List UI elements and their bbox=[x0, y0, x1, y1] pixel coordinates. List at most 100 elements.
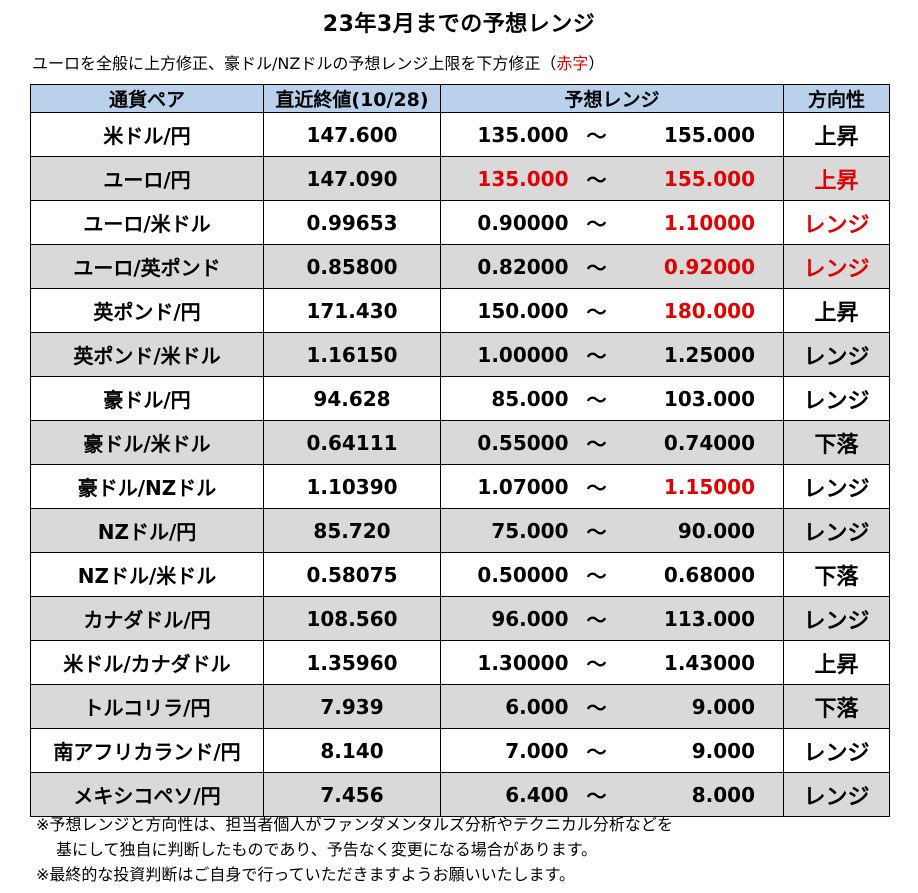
pair-cell: 英ポンド/米ドル bbox=[30, 332, 264, 377]
table-row: 南アフリカランド/円 8.140 7.000 ～ 9.000 レンジ bbox=[30, 728, 891, 773]
range-separator: ～ bbox=[576, 552, 617, 597]
range-separator: ～ bbox=[576, 640, 617, 685]
close-cell: 1.16150 bbox=[263, 332, 441, 377]
header-pair: 通貨ペア bbox=[30, 84, 264, 113]
pair-cell: メキシコペソ/円 bbox=[30, 772, 264, 817]
range-low-cell: 0.55000 bbox=[440, 420, 577, 465]
range-high-cell: 8.000 bbox=[616, 772, 785, 817]
range-low-cell: 1.30000 bbox=[440, 640, 577, 685]
range-separator: ～ bbox=[576, 376, 617, 421]
range-low-cell: 85.000 bbox=[440, 376, 577, 421]
footnotes: ※予想レンジと方向性は、担当者個人がファンダメンタルズ分析やテクニカル分析などを… bbox=[36, 812, 673, 887]
footnote-line: ※最終的な投資判断はご自身で行っていただきますようお願いいたします。 bbox=[36, 865, 576, 884]
close-cell: 85.720 bbox=[263, 508, 441, 553]
range-high-cell: 90.000 bbox=[616, 508, 785, 553]
forecast-table: 通貨ペア 直近終値(10/28) 予想レンジ 方向性 米ドル/円 147.600 1… bbox=[30, 84, 891, 817]
range-high-cell: 1.25000 bbox=[616, 332, 785, 377]
close-cell: 108.560 bbox=[263, 596, 441, 641]
range-separator: ～ bbox=[576, 728, 617, 773]
range-high-cell: 180.000 bbox=[616, 288, 785, 333]
table-row: 英ポンド/米ドル 1.16150 1.00000 ～ 1.25000 レンジ bbox=[30, 332, 891, 377]
range-separator: ～ bbox=[576, 420, 617, 465]
range-high-cell: 113.000 bbox=[616, 596, 785, 641]
subtitle: ユーロを全般に上方修正、豪ドル/NZドルの予想レンジ上限を下方修正（赤字） bbox=[32, 50, 604, 74]
range-low-cell: 75.000 bbox=[440, 508, 577, 553]
page-title: 23年3月までの予想レンジ bbox=[322, 12, 596, 37]
direction-cell: レンジ bbox=[783, 200, 891, 245]
range-separator: ～ bbox=[576, 288, 617, 333]
direction-cell: 上昇 bbox=[783, 112, 891, 157]
pair-cell: 豪ドル/NZドル bbox=[30, 464, 264, 509]
range-high-cell: 9.000 bbox=[616, 684, 785, 729]
range-high-cell: 155.000 bbox=[616, 112, 785, 157]
subtitle-text: ユーロを全般に上方修正、豪ドル/NZドルの予想レンジ上限を下方修正（ bbox=[32, 54, 557, 73]
close-cell: 0.99653 bbox=[263, 200, 441, 245]
pair-cell: 米ドル/カナダドル bbox=[30, 640, 264, 685]
table-row: ユーロ/英ポンド 0.85800 0.82000 ～ 0.92000 レンジ bbox=[30, 244, 891, 289]
range-low-cell: 0.50000 bbox=[440, 552, 577, 597]
header-range: 予想レンジ bbox=[439, 84, 785, 113]
table-row: 豪ドル/NZドル 1.10390 1.07000 ～ 1.15000 レンジ bbox=[30, 464, 891, 509]
range-low-cell: 7.000 bbox=[440, 728, 577, 773]
range-separator: ～ bbox=[576, 464, 617, 509]
direction-cell: レンジ bbox=[783, 596, 891, 641]
header-direction: 方向性 bbox=[783, 84, 891, 113]
table-row: 豪ドル/円 94.628 85.000 ～ 103.000 レンジ bbox=[30, 376, 891, 421]
table-row: 豪ドル/米ドル 0.64111 0.55000 ～ 0.74000 下落 bbox=[30, 420, 891, 465]
close-cell: 8.140 bbox=[263, 728, 441, 773]
pair-cell: 豪ドル/円 bbox=[30, 376, 264, 421]
range-separator: ～ bbox=[576, 508, 617, 553]
pair-cell: 南アフリカランド/円 bbox=[30, 728, 264, 773]
table-row: ユーロ/円 147.090 135.000 ～ 155.000 上昇 bbox=[30, 156, 891, 201]
close-cell: 94.628 bbox=[263, 376, 441, 421]
direction-cell: レンジ bbox=[783, 508, 891, 553]
pair-cell: 豪ドル/米ドル bbox=[30, 420, 264, 465]
range-separator: ～ bbox=[576, 200, 617, 245]
close-cell: 147.600 bbox=[263, 112, 441, 157]
table-row: カナダドル/円 108.560 96.000 ～ 113.000 レンジ bbox=[30, 596, 891, 641]
pair-cell: トルコリラ/円 bbox=[30, 684, 264, 729]
range-high-cell: 0.68000 bbox=[616, 552, 785, 597]
subtitle-close: ） bbox=[588, 54, 605, 73]
table-row: 英ポンド/円 171.430 150.000 ～ 180.000 上昇 bbox=[30, 288, 891, 333]
range-high-cell: 0.74000 bbox=[616, 420, 785, 465]
range-separator: ～ bbox=[576, 332, 617, 377]
close-cell: 7.939 bbox=[263, 684, 441, 729]
direction-cell: レンジ bbox=[783, 376, 891, 421]
direction-cell: 上昇 bbox=[783, 288, 891, 333]
table-row: NZドル/円 85.720 75.000 ～ 90.000 レンジ bbox=[30, 508, 891, 553]
close-cell: 1.35960 bbox=[263, 640, 441, 685]
direction-cell: 下落 bbox=[783, 420, 891, 465]
pair-cell: 英ポンド/円 bbox=[30, 288, 264, 333]
range-high-cell: 1.10000 bbox=[616, 200, 785, 245]
range-low-cell: 135.000 bbox=[440, 156, 577, 201]
range-low-cell: 0.82000 bbox=[440, 244, 577, 289]
direction-cell: 上昇 bbox=[783, 156, 891, 201]
close-cell: 1.10390 bbox=[263, 464, 441, 509]
range-high-cell: 0.92000 bbox=[616, 244, 785, 289]
pair-cell: NZドル/円 bbox=[30, 508, 264, 553]
close-cell: 0.58075 bbox=[263, 552, 441, 597]
range-low-cell: 6.400 bbox=[440, 772, 577, 817]
range-low-cell: 1.00000 bbox=[440, 332, 577, 377]
direction-cell: レンジ bbox=[783, 772, 891, 817]
table-row: メキシコペソ/円 7.456 6.400 ～ 8.000 レンジ bbox=[30, 772, 891, 817]
pair-cell: ユーロ/米ドル bbox=[30, 200, 264, 245]
pair-cell: ユーロ/円 bbox=[30, 156, 264, 201]
range-low-cell: 96.000 bbox=[440, 596, 577, 641]
close-cell: 0.85800 bbox=[263, 244, 441, 289]
range-high-cell: 1.15000 bbox=[616, 464, 785, 509]
direction-cell: レンジ bbox=[783, 244, 891, 289]
range-low-cell: 6.000 bbox=[440, 684, 577, 729]
close-cell: 171.430 bbox=[263, 288, 441, 333]
direction-cell: レンジ bbox=[783, 728, 891, 773]
pair-cell: NZドル/米ドル bbox=[30, 552, 264, 597]
footnote-line: 基にして独自に判断したものであり、予告なく変更になる場合があります。 bbox=[56, 840, 598, 859]
pair-cell: ユーロ/英ポンド bbox=[30, 244, 264, 289]
table-header-row: 通貨ペア 直近終値(10/28) 予想レンジ 方向性 bbox=[30, 84, 891, 113]
range-low-cell: 135.000 bbox=[440, 112, 577, 157]
pair-cell: 米ドル/円 bbox=[30, 112, 264, 157]
table-row: 米ドル/カナダドル 1.35960 1.30000 ～ 1.43000 上昇 bbox=[30, 640, 891, 685]
range-separator: ～ bbox=[576, 112, 617, 157]
close-cell: 147.090 bbox=[263, 156, 441, 201]
